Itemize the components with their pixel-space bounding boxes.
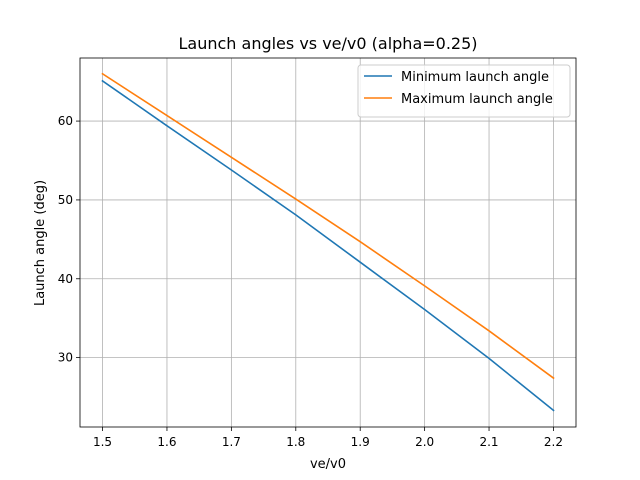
axis-ticks: 1.5 1.6 1.7 1.8 1.9 2.0 2.1 2.2 30 40 50 60 [58, 114, 563, 449]
y-tick-label: 40 [58, 272, 73, 286]
grid [80, 58, 576, 427]
legend: Minimum launch angle Maximum launch angle [357, 64, 571, 118]
x-tick-label: 1.9 [351, 435, 370, 449]
legend-box [357, 64, 571, 118]
legend-label: Minimum launch angle [401, 70, 549, 85]
x-tick-label: 2.1 [479, 435, 498, 449]
chart-title: Launch angles vs ve/v0 (alpha=0.25) [178, 34, 477, 53]
x-tick-label: 1.6 [157, 435, 176, 449]
plot-frame [79, 57, 577, 428]
x-tick-label: 1.5 [93, 435, 112, 449]
y-tick-label: 60 [58, 114, 73, 128]
series-line-1 [101, 79, 555, 412]
x-tick-label: 2.2 [544, 435, 563, 449]
y-tick-label: 30 [58, 351, 73, 365]
series-lines [101, 72, 555, 412]
x-tick-label: 2.0 [415, 435, 434, 449]
x-tick-label: 1.7 [222, 435, 241, 449]
x-axis-label: ve/v0 [310, 457, 346, 472]
y-axis-label: Launch angle (deg) [33, 180, 48, 306]
y-tick-label: 50 [58, 193, 73, 207]
legend-label: Maximum launch angle [401, 92, 553, 107]
series-line-2 [101, 72, 555, 380]
x-tick-label: 1.8 [286, 435, 305, 449]
